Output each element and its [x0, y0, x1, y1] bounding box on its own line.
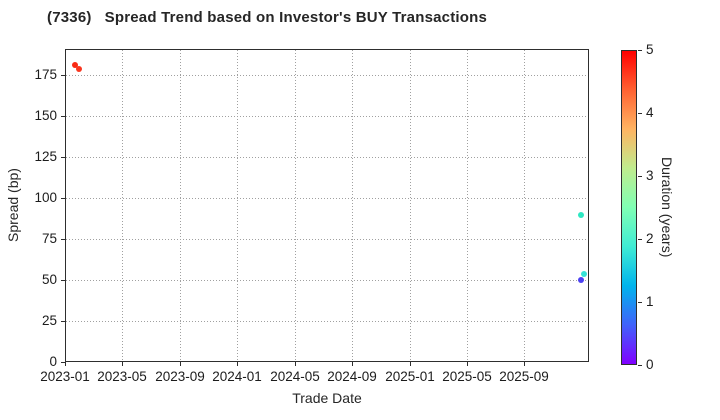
y-tick-mark	[61, 239, 65, 240]
x-tick-label: 2025-05	[442, 369, 492, 384]
colorbar-tick-label: 4	[646, 105, 654, 120]
x-tick-mark	[237, 362, 238, 366]
colorbar-tick-mark	[638, 50, 642, 51]
x-tick-label: 2023-05	[97, 369, 147, 384]
x-tick-label: 2025-01	[385, 369, 435, 384]
y-tick-mark	[61, 362, 65, 363]
y-tick-label: 175	[34, 67, 57, 82]
colorbar-tick-label: 2	[646, 231, 654, 246]
v-gridline	[352, 50, 353, 361]
y-tick-mark	[61, 116, 65, 117]
h-gridline	[66, 321, 588, 322]
x-tick-mark	[122, 362, 123, 366]
v-gridline	[410, 50, 411, 361]
data-point	[578, 212, 584, 218]
y-tick-mark	[61, 75, 65, 76]
v-gridline	[295, 50, 296, 361]
y-tick-mark	[61, 280, 65, 281]
colorbar-tick-mark	[638, 302, 642, 303]
colorbar-tick-mark	[638, 365, 642, 366]
y-tick-label: 25	[41, 313, 57, 328]
y-tick-label: 75	[41, 231, 57, 246]
x-tick-label: 2025-09	[499, 369, 549, 384]
v-gridline	[122, 50, 123, 361]
x-tick-mark	[65, 362, 66, 366]
x-tick-mark	[524, 362, 525, 366]
h-gridline	[66, 280, 588, 281]
colorbar-tick-label: 3	[646, 168, 654, 183]
y-tick-label: 125	[34, 149, 57, 164]
data-point	[581, 271, 587, 277]
colorbar-label: Duration (years)	[659, 157, 675, 258]
y-tick-label: 150	[34, 108, 57, 123]
colorbar-tick-mark	[638, 113, 642, 114]
colorbar-tick-label: 0	[646, 357, 654, 372]
y-tick-label: 100	[34, 190, 57, 205]
y-tick-mark	[61, 321, 65, 322]
colorbar-gradient	[621, 50, 637, 365]
x-tick-label: 2024-09	[327, 369, 377, 384]
x-tick-mark	[295, 362, 296, 366]
y-tick-label: 0	[49, 354, 57, 369]
x-tick-mark	[410, 362, 411, 366]
x-axis-label: Trade Date	[292, 390, 362, 406]
h-gridline	[66, 75, 588, 76]
x-tick-mark	[352, 362, 353, 366]
x-tick-mark	[467, 362, 468, 366]
v-gridline	[180, 50, 181, 361]
colorbar-tick-label: 1	[646, 294, 654, 309]
h-gridline	[66, 198, 588, 199]
h-gridline	[66, 157, 588, 158]
h-gridline	[66, 239, 588, 240]
v-gridline	[467, 50, 468, 361]
x-tick-mark	[180, 362, 181, 366]
x-tick-label: 2024-01	[212, 369, 262, 384]
data-point	[72, 62, 78, 68]
v-gridline	[524, 50, 525, 361]
h-gridline	[66, 116, 588, 117]
v-gridline	[237, 50, 238, 361]
colorbar-tick-label: 5	[646, 42, 654, 57]
data-point	[578, 277, 584, 283]
plot-area	[65, 49, 589, 362]
y-tick-label: 50	[41, 272, 57, 287]
colorbar-tick-mark	[638, 239, 642, 240]
data-point	[76, 66, 82, 72]
y-tick-mark	[61, 198, 65, 199]
colorbar-tick-mark	[638, 176, 642, 177]
chart-title: (7336) Spread Trend based on Investor's …	[47, 9, 488, 26]
x-tick-label: 2024-05	[270, 369, 320, 384]
y-tick-mark	[61, 157, 65, 158]
x-tick-label: 2023-09	[155, 369, 205, 384]
x-tick-label: 2023-01	[40, 369, 90, 384]
